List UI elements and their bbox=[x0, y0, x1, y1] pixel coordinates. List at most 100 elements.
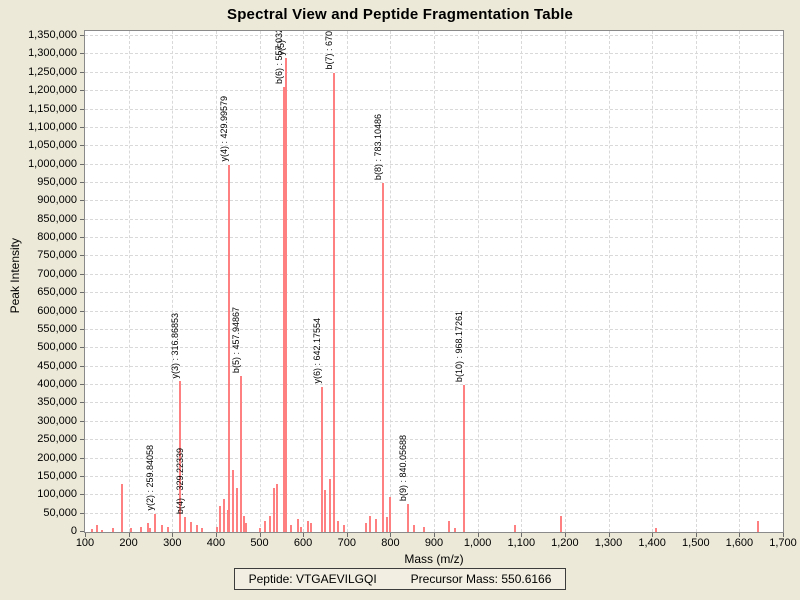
peak-line bbox=[654, 528, 657, 532]
horizontal-gridline bbox=[85, 53, 783, 55]
peak-line bbox=[258, 527, 261, 532]
peak-line bbox=[226, 510, 229, 532]
peak-line bbox=[245, 522, 248, 532]
peak-line bbox=[306, 521, 309, 532]
peak-line bbox=[389, 497, 392, 532]
peak-label: b(9) : 840.05688 bbox=[397, 435, 408, 502]
x-axis-tick bbox=[85, 533, 86, 537]
peptide-label: Peptide: VTGAEVILGQI bbox=[248, 572, 377, 586]
horizontal-gridline bbox=[85, 237, 783, 239]
y-axis-tick bbox=[80, 273, 84, 275]
y-tick-label: 950,000 bbox=[37, 176, 77, 188]
x-axis-tick bbox=[739, 533, 741, 537]
y-axis-tick bbox=[80, 200, 84, 202]
y-axis-tick bbox=[80, 457, 84, 459]
peak-line bbox=[90, 529, 93, 532]
x-axis-tick bbox=[390, 533, 392, 537]
peak-line bbox=[95, 524, 98, 532]
horizontal-gridline bbox=[85, 273, 783, 275]
vertical-gridline bbox=[128, 31, 130, 532]
y-tick-label: 1,250,000 bbox=[28, 65, 77, 78]
x-tick-label: 100 bbox=[75, 537, 95, 549]
horizontal-gridline bbox=[85, 35, 783, 36]
horizontal-gridline bbox=[85, 145, 783, 147]
peak-line bbox=[332, 72, 335, 532]
peak-line bbox=[343, 524, 346, 532]
horizontal-gridline bbox=[85, 182, 783, 183]
y-tick-label: 1,350,000 bbox=[28, 29, 77, 41]
y-axis-tick bbox=[80, 126, 84, 128]
peak-line bbox=[309, 522, 312, 532]
peak-line bbox=[195, 524, 198, 532]
x-tick-label: 1,300 bbox=[594, 537, 623, 549]
precursor-mass-label: Precursor Mass: 550.6166 bbox=[410, 572, 552, 586]
vertical-gridline bbox=[652, 31, 654, 532]
horizontal-gridline bbox=[85, 126, 783, 128]
y-tick-label: 150,000 bbox=[37, 469, 77, 482]
horizontal-gridline bbox=[85, 457, 783, 459]
horizontal-gridline bbox=[85, 90, 783, 92]
page-title: Spectral View and Peptide Fragmentation … bbox=[226, 6, 574, 23]
peak-line bbox=[231, 469, 234, 532]
peak-line bbox=[453, 527, 456, 532]
vertical-gridline bbox=[564, 31, 566, 532]
y-tick-label: 0 bbox=[70, 525, 77, 537]
peak-line bbox=[423, 526, 426, 532]
x-axis-tick bbox=[564, 533, 566, 537]
y-tick-label: 250,000 bbox=[37, 433, 77, 446]
peak-label: y(4) : 429.99579 bbox=[219, 96, 229, 162]
horizontal-gridline bbox=[85, 292, 783, 294]
y-axis-tick bbox=[80, 53, 84, 55]
y-axis-tick bbox=[80, 71, 84, 73]
y-tick-label: 750,000 bbox=[37, 249, 77, 262]
vertical-gridline bbox=[259, 31, 261, 532]
peak-line bbox=[146, 522, 149, 532]
peak-line bbox=[386, 517, 389, 532]
x-axis-tick bbox=[172, 533, 174, 537]
peak-line bbox=[184, 517, 186, 532]
y-tick-label: 600,000 bbox=[37, 304, 77, 317]
x-tick-label: 1,500 bbox=[682, 537, 710, 549]
y-axis-tick bbox=[80, 182, 84, 183]
vertical-gridline bbox=[390, 31, 392, 532]
vertical-gridline bbox=[434, 31, 435, 532]
y-axis-tick bbox=[80, 237, 84, 239]
peak-line bbox=[320, 386, 323, 532]
x-axis-tick bbox=[695, 533, 697, 537]
peak-line bbox=[153, 513, 156, 532]
peak-line bbox=[369, 515, 372, 532]
x-tick-label: 1,000 bbox=[463, 537, 492, 549]
x-axis-tick bbox=[215, 533, 217, 537]
horizontal-gridline bbox=[85, 328, 783, 330]
y-tick-label: 550,000 bbox=[37, 322, 77, 335]
peak-label: y(2) : 259.84058 bbox=[144, 445, 155, 511]
x-tick-label: 1,600 bbox=[725, 537, 754, 549]
peak-line bbox=[101, 529, 104, 532]
x-tick-label: 1,400 bbox=[638, 537, 666, 549]
horizontal-gridline bbox=[85, 420, 783, 422]
peak-line bbox=[382, 183, 384, 532]
y-tick-label: 500,000 bbox=[37, 341, 77, 354]
x-axis-tick bbox=[477, 533, 479, 537]
y-axis-tick bbox=[80, 420, 84, 422]
y-axis-tick bbox=[80, 531, 84, 532]
peak-line bbox=[222, 498, 225, 532]
x-axis-tick bbox=[608, 533, 610, 537]
y-tick-label: 450,000 bbox=[37, 359, 77, 372]
y-axis-tick bbox=[80, 255, 84, 257]
y-axis-tick bbox=[80, 512, 84, 514]
y-tick-label: 1,300,000 bbox=[28, 47, 77, 60]
peak-line bbox=[228, 164, 230, 532]
peak-label: b(5) : 457.94867 bbox=[231, 306, 242, 373]
vertical-gridline bbox=[303, 31, 305, 532]
y-axis-tick bbox=[80, 145, 84, 147]
peak-line bbox=[121, 484, 124, 532]
horizontal-gridline bbox=[85, 347, 783, 349]
peak-line bbox=[235, 487, 238, 532]
y-tick-label: 1,100,000 bbox=[28, 120, 77, 133]
peak-line bbox=[462, 385, 465, 532]
y-axis-tick bbox=[80, 108, 84, 110]
horizontal-gridline bbox=[85, 200, 783, 202]
peak-label: b(10) : 968.17261 bbox=[453, 310, 464, 382]
peak-line bbox=[447, 521, 450, 532]
